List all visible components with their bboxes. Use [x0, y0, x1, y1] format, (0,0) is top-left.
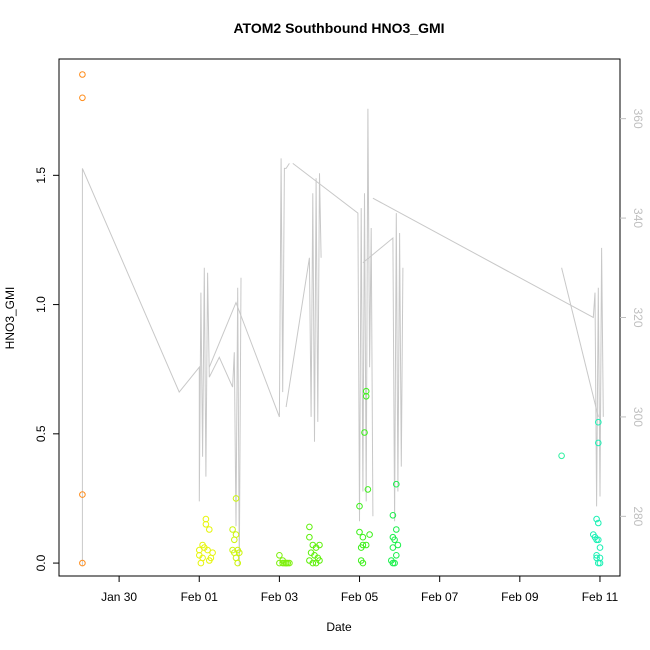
- data-point: [306, 523, 313, 531]
- data-point: [234, 559, 241, 567]
- data-point: [202, 521, 210, 528]
- data-point: [79, 491, 86, 498]
- right-tick-label: 300: [631, 407, 645, 427]
- data-point: [596, 559, 604, 567]
- data-point: [361, 429, 368, 436]
- right-tick-label: 320: [631, 307, 645, 327]
- data-point: [282, 559, 290, 567]
- line-trace: [81, 168, 242, 567]
- x-axis-label: Date: [326, 620, 352, 634]
- x-tick-label: Feb 09: [501, 590, 539, 604]
- data-point: [232, 531, 240, 538]
- data-point: [362, 393, 370, 400]
- x-tick-label: Feb 05: [341, 590, 379, 604]
- data-point: [207, 554, 215, 562]
- y-tick-label: 1.5: [34, 167, 48, 184]
- data-point: [359, 559, 367, 567]
- data-point: [206, 526, 213, 533]
- data-point: [357, 544, 365, 551]
- data-point: [229, 526, 236, 533]
- line-trace: [561, 267, 599, 418]
- y-axis: 0.0 0.5 1.0 1.5: [34, 167, 60, 571]
- data-point: [595, 519, 602, 527]
- data-point: [389, 544, 397, 551]
- data-point: [391, 536, 398, 544]
- data-point: [306, 557, 313, 564]
- data-point: [204, 546, 211, 554]
- data-point: [595, 439, 602, 447]
- data-point: [364, 486, 372, 493]
- y-axis-label: HNO3_GMI: [3, 287, 17, 350]
- right-axis: 280 300 320 340 360: [620, 109, 645, 527]
- data-point: [366, 531, 373, 538]
- line-trace: [362, 213, 404, 522]
- data-point: [389, 512, 397, 519]
- x-tick-label: Feb 03: [261, 590, 299, 604]
- data-point: [79, 94, 86, 102]
- right-tick-label: 280: [631, 506, 645, 526]
- line-series: [81, 108, 604, 567]
- point-series: [79, 71, 604, 567]
- data-point: [286, 559, 293, 567]
- data-point: [197, 559, 205, 567]
- line-trace: [292, 108, 374, 522]
- data-point: [391, 559, 398, 567]
- y-tick-label: 0.0: [34, 554, 48, 571]
- data-point: [362, 387, 370, 395]
- x-axis: Jan 30 Feb 01 Feb 03 Feb 05 Feb 07 Feb 09 Feb …: [101, 575, 619, 604]
- x-tick-label: Feb 11: [582, 590, 619, 604]
- data-point: [558, 452, 565, 460]
- plot-frame: [58, 58, 621, 577]
- data-point: [306, 533, 313, 541]
- data-point: [279, 559, 287, 567]
- data-point: [593, 554, 600, 562]
- right-tick-label: 360: [631, 109, 645, 129]
- data-point: [393, 552, 400, 559]
- data-point: [393, 526, 400, 533]
- x-tick-label: Feb 01: [181, 590, 219, 604]
- data-point: [356, 502, 363, 510]
- data-point: [359, 533, 367, 541]
- chart-title: ATOM2 Southbound HNO3_GMI: [233, 20, 444, 36]
- data-point: [356, 528, 363, 536]
- data-point: [316, 541, 323, 549]
- data-point: [394, 541, 402, 549]
- line-trace: [372, 197, 604, 507]
- line-trace: [285, 173, 322, 442]
- x-tick-label: Jan 30: [101, 590, 137, 604]
- y-tick-label: 0.5: [34, 425, 48, 442]
- data-point: [236, 549, 243, 557]
- data-point: [362, 541, 370, 549]
- data-point: [276, 552, 283, 559]
- x-tick-label: Feb 07: [421, 590, 459, 604]
- right-tick-label: 340: [631, 208, 645, 228]
- data-point: [312, 559, 320, 567]
- data-point: [595, 418, 602, 426]
- data-point: [595, 536, 602, 544]
- y-tick-label: 1.0: [34, 296, 48, 313]
- data-point: [232, 495, 240, 502]
- data-point: [593, 515, 600, 523]
- line-trace: [208, 158, 290, 418]
- data-point: [79, 559, 86, 567]
- data-point: [596, 544, 604, 551]
- data-point: [79, 71, 86, 78]
- data-point: [393, 480, 400, 488]
